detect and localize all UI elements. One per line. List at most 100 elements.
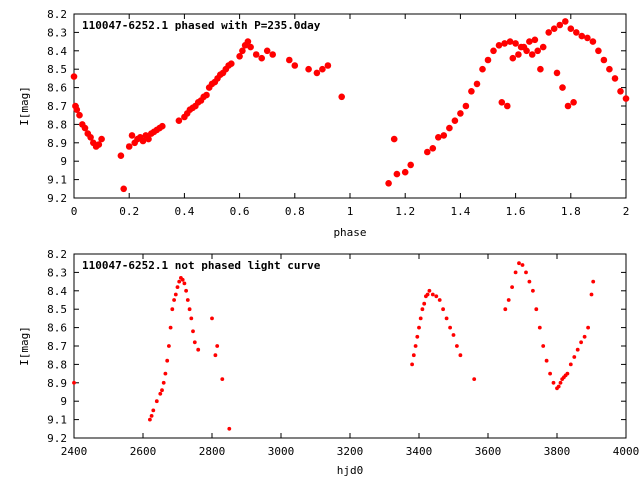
- data-point: [504, 102, 511, 110]
- y-tick-label: 9.2: [47, 432, 67, 445]
- data-point: [120, 185, 127, 193]
- data-point: [203, 91, 210, 99]
- y-tick-label: 8.4: [47, 285, 67, 298]
- data-point: [501, 40, 508, 47]
- data-point: [444, 316, 449, 321]
- data-point: [236, 53, 243, 60]
- x-tick-labels: 0 0.2 0.4 0.6 0.8 1 1.2 1.4 1.6 1.8 2: [71, 205, 630, 218]
- data-point: [220, 377, 225, 381]
- data-point: [600, 56, 608, 64]
- data-point: [548, 371, 552, 376]
- data-point: [509, 54, 517, 62]
- chart-title: 110047-6252.1 phased with P=235.0day: [82, 19, 321, 32]
- data-point: [544, 358, 549, 363]
- data-point: [520, 263, 525, 267]
- x-tick-label: 3800: [544, 445, 571, 458]
- data-point: [559, 84, 566, 91]
- data-point: [506, 38, 514, 45]
- x-axis-label: hjd0: [337, 464, 364, 477]
- plot-frame: [73, 13, 627, 199]
- data-point: [468, 88, 475, 95]
- data-point: [70, 73, 78, 80]
- x-tick-label: 0.4: [174, 205, 194, 218]
- data-point: [151, 408, 156, 413]
- x-tick-label: 1.2: [395, 205, 415, 218]
- data-point: [410, 362, 414, 367]
- data-point: [324, 62, 332, 69]
- data-point: [556, 384, 561, 389]
- data-point: [528, 51, 536, 58]
- y-tick-label: 8.7: [47, 100, 67, 113]
- data-point: [172, 298, 177, 302]
- y-tick-label: 9: [60, 155, 67, 168]
- data-point: [117, 152, 125, 159]
- data-point: [582, 334, 587, 339]
- y-tick-labels: 8.2 8.3 8.4 8.5 8.6 8.7 8.8 8.9 9 9.1 9.2: [47, 248, 67, 445]
- y-tick-label: 8.8: [47, 118, 67, 131]
- data-point: [191, 329, 195, 334]
- data-point: [125, 143, 133, 150]
- x-tick-label: 2400: [61, 445, 88, 458]
- data-point: [534, 47, 541, 55]
- data-point: [541, 344, 546, 348]
- data-point: [189, 316, 194, 321]
- data-point: [564, 102, 572, 110]
- data-point: [591, 279, 596, 284]
- y-axis-label: I[mag]: [18, 326, 31, 366]
- data-point: [158, 391, 163, 396]
- data-point: [213, 353, 218, 358]
- y-tick-label: 8.2: [47, 8, 67, 21]
- data-point: [440, 132, 448, 139]
- data-point: [531, 36, 539, 44]
- data-point: [269, 51, 277, 58]
- data-point: [515, 51, 522, 58]
- data-point: [551, 380, 556, 385]
- x-tick-label: 1.4: [450, 205, 470, 218]
- data-point: [606, 65, 613, 73]
- data-point: [512, 40, 519, 47]
- x-tick-labels: 2400 2600 2800 3000 3200 3400 3600 3800 4000: [61, 445, 640, 458]
- data-point: [173, 292, 178, 297]
- x-tick-label: 3200: [337, 445, 364, 458]
- data-point: [565, 371, 570, 376]
- data-point: [177, 279, 182, 284]
- data-point: [595, 47, 602, 55]
- x-tick-label: 1.6: [506, 205, 526, 218]
- data-point: [385, 180, 392, 187]
- data-point: [531, 288, 535, 293]
- unphased-light-curve-panel: 2400 2600 2800 3000 3200 3400 3600 3800 4000 8.2…: [18, 248, 639, 477]
- y-tick-labels: 8.2 8.3 8.4 8.5 8.6 8.7 8.8 8.9 9 9.1 9.2: [47, 8, 67, 205]
- y-tick-label: 8.3: [47, 266, 67, 279]
- y-tick-label: 9.2: [47, 192, 67, 205]
- data-point: [451, 333, 456, 337]
- x-tick-label: 3600: [475, 445, 502, 458]
- data-point: [215, 344, 220, 348]
- data-points: [70, 18, 630, 193]
- data-point: [413, 344, 418, 348]
- data-point: [567, 25, 575, 32]
- data-point: [579, 340, 583, 345]
- x-tick-label: 3000: [268, 445, 295, 458]
- data-point: [589, 38, 597, 45]
- data-point: [95, 141, 103, 148]
- data-point: [584, 34, 591, 42]
- y-tick-label: 8.6: [47, 82, 67, 95]
- data-point: [390, 135, 398, 143]
- data-point: [187, 307, 192, 312]
- data-point: [517, 261, 521, 266]
- data-point: [506, 298, 511, 302]
- data-point: [586, 325, 590, 330]
- data-point: [258, 54, 266, 62]
- data-point: [411, 353, 416, 358]
- x-tick-label: 0.2: [119, 205, 139, 218]
- data-point: [537, 325, 542, 330]
- x-tick-label: 1: [347, 205, 354, 218]
- data-points: [72, 261, 596, 431]
- data-point: [182, 281, 187, 286]
- x-tick-label: 4000: [613, 445, 640, 458]
- data-point: [252, 51, 260, 58]
- data-point: [503, 307, 508, 312]
- data-point: [149, 414, 154, 418]
- data-point: [425, 292, 430, 297]
